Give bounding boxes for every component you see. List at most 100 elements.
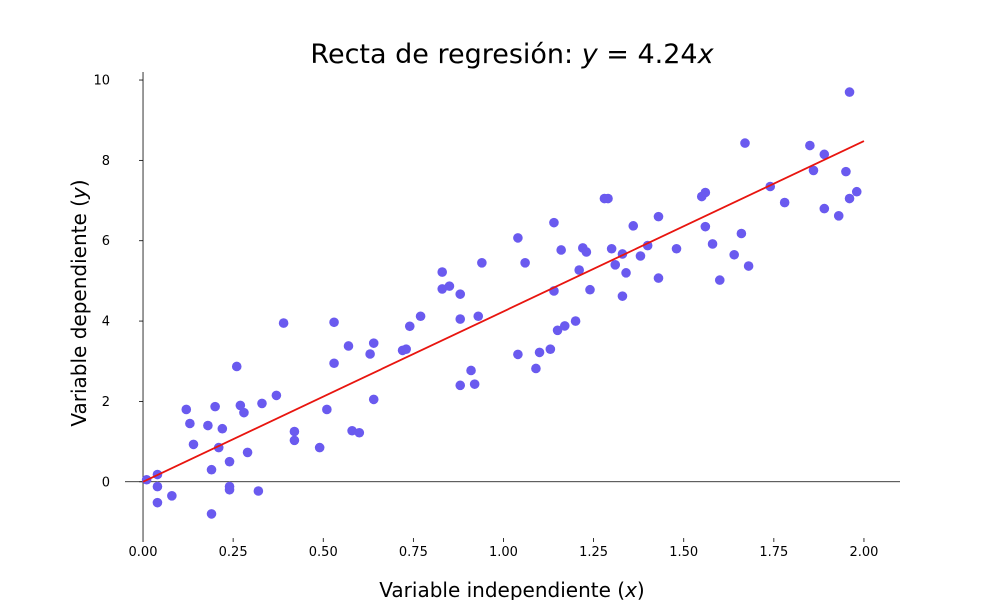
data-point [841, 166, 851, 177]
data-point [610, 260, 621, 270]
data-point [653, 273, 664, 283]
data-point [700, 187, 711, 198]
data-point [520, 258, 530, 268]
data-point [466, 365, 476, 376]
data-point [779, 197, 790, 208]
data-point [210, 401, 220, 412]
data-point [354, 427, 365, 438]
data-point [559, 321, 570, 331]
x-axis-label-text: Variable independiente ( [379, 578, 625, 600]
data-point [714, 275, 725, 285]
chart-title-equation: = 4.24 [598, 39, 698, 70]
data-point [224, 481, 235, 492]
data-point [531, 363, 541, 374]
data-point [477, 258, 487, 268]
data-point [343, 341, 354, 351]
data-point [729, 249, 739, 260]
data-point [844, 87, 855, 97]
data-point [473, 311, 484, 322]
data-point [455, 314, 466, 324]
x-tick-label: 2.00 [849, 545, 878, 560]
y-axis-ticks: 0 2 4 6 8 10 [93, 74, 144, 490]
data-point [844, 193, 855, 204]
data-point [513, 349, 523, 360]
x-tick-label: 1.75 [759, 545, 788, 560]
data-point [851, 186, 862, 197]
data-point [606, 243, 617, 254]
data-point [181, 404, 192, 415]
data-point [235, 400, 246, 411]
data-point [347, 425, 357, 436]
data-point [574, 265, 584, 275]
y-tick-label: 6 [102, 234, 110, 249]
data-point [203, 420, 213, 431]
y-tick-label: 8 [102, 154, 110, 169]
y-axis-label-var: y [67, 186, 91, 200]
data-point [242, 447, 253, 458]
data-points [141, 87, 862, 519]
data-point [206, 464, 217, 475]
data-point [437, 267, 448, 277]
data-point [253, 486, 264, 496]
data-point [469, 379, 480, 389]
data-point [188, 439, 199, 450]
data-point [534, 347, 545, 358]
data-point [444, 281, 455, 291]
data-point [239, 407, 249, 418]
data-point [152, 497, 163, 508]
data-point [231, 361, 242, 372]
data-point [556, 245, 566, 255]
y-axis-label: Variable dependiente (y) [67, 179, 91, 426]
y-tick-label: 10 [93, 74, 110, 89]
data-point [206, 509, 217, 519]
data-point [707, 239, 718, 249]
x-tick-label: 0.00 [129, 545, 158, 560]
data-point [805, 140, 815, 151]
x-tick-label: 0.75 [399, 545, 428, 560]
data-point [653, 211, 664, 222]
y-tick-label: 4 [102, 315, 110, 330]
data-point [545, 344, 556, 354]
data-point [322, 404, 332, 415]
data-point [217, 423, 228, 434]
data-point [570, 316, 581, 326]
data-point [278, 318, 289, 328]
data-point [185, 418, 195, 429]
data-point [152, 481, 163, 492]
data-point [289, 435, 300, 446]
x-axis-label: Variable independiente (x) [379, 578, 644, 600]
data-point [552, 325, 563, 336]
data-point [368, 394, 379, 405]
data-point [404, 321, 415, 332]
data-point [549, 217, 559, 228]
x-tick-label: 1.00 [489, 545, 518, 560]
x-axis-label-close: ) [637, 578, 645, 600]
data-point [314, 442, 325, 453]
data-point [455, 380, 466, 391]
x-tick-label: 0.25 [219, 545, 248, 560]
x-tick-label: 1.25 [579, 545, 608, 560]
chart-title: Recta de regresión: y = 4.24x [310, 39, 714, 70]
data-point [700, 221, 711, 232]
data-point [833, 211, 844, 221]
data-point [289, 426, 300, 437]
y-axis-label-text: Variable dependiente ( [67, 199, 91, 427]
x-tick-label: 0.50 [309, 545, 338, 560]
data-point [628, 221, 639, 231]
regression-line [142, 140, 865, 483]
data-point [401, 344, 411, 354]
x-axis-label-var: x [624, 578, 637, 600]
y-tick-label: 2 [102, 395, 110, 410]
data-point [329, 358, 339, 369]
data-point [368, 338, 379, 348]
x-axis-ticks: 0.00 0.25 0.50 0.75 1.00 1.25 1.50 1.75 2.00 [129, 538, 878, 560]
data-point [271, 390, 282, 401]
data-point [617, 291, 628, 301]
data-point [808, 165, 819, 176]
y-tick-label: 0 [102, 475, 110, 490]
data-point [167, 491, 177, 501]
data-point [224, 456, 235, 467]
data-point [415, 311, 426, 322]
